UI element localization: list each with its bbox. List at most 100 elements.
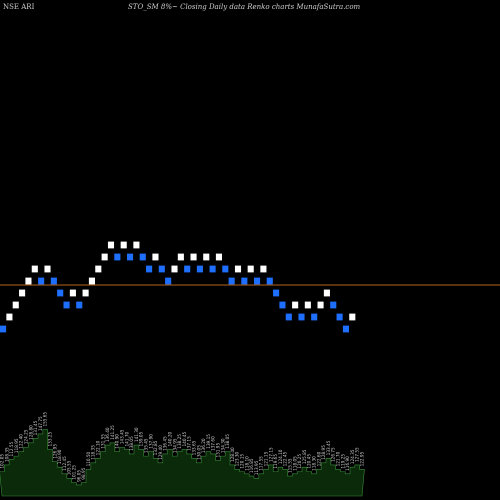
renko-brick-up (152, 253, 159, 261)
volume-label: 120.25 (297, 454, 302, 469)
volume-label: 124.35 (350, 449, 355, 464)
volume-label: 135.45 (144, 438, 149, 453)
volume-label: 140.20 (168, 431, 173, 446)
volume-label: 118.90 (57, 449, 62, 464)
renko-brick-down (311, 313, 318, 321)
volume-label: 128.40 (230, 447, 235, 462)
volume-label: 131.95 (216, 443, 221, 458)
volume-label: 115.55 (288, 458, 293, 473)
renko-brick-down (222, 265, 229, 273)
volume-label: 127.15 (268, 447, 273, 462)
renko-brick-down (298, 313, 305, 321)
renko-brick-up (349, 313, 356, 321)
volume-area-path (0, 429, 365, 497)
volume-label: 124.10 (278, 449, 283, 464)
volume-label: 141.70 (124, 431, 129, 446)
volume-label: 122.45 (283, 451, 288, 466)
volume-label: 139.15 (206, 434, 211, 449)
renko-brick-down (76, 301, 83, 309)
volume-label: 118.30 (312, 456, 317, 471)
volume-labels: 102.05 108.35 112.55 118.95 122.40 124.25 128.… (0, 412, 365, 482)
renko-brick-down (241, 277, 248, 285)
volume-label: 119.65 (273, 454, 278, 469)
volume-label: 155.65 (43, 412, 48, 427)
volume-label: 130.05 (196, 445, 201, 460)
volume-label: 112.55 (9, 441, 14, 456)
renko-brick-down (266, 277, 273, 285)
renko-brick-down (279, 301, 286, 309)
volume-label: 122.10 (96, 440, 101, 455)
renko-brick-up (215, 253, 222, 261)
renko-brick-down (114, 253, 121, 261)
volume-label: 122.60 (316, 451, 321, 466)
volume-label: 137.60 (211, 436, 216, 451)
renko-brick-down (342, 325, 349, 333)
volume-label: 121.15 (264, 451, 269, 466)
renko-brick-up (304, 301, 311, 309)
renko-brick-down (158, 265, 165, 273)
renko-brick-down (139, 253, 146, 261)
volume-label: 124.25 (24, 429, 29, 444)
renko-brick-down (146, 265, 153, 273)
volume-label: 126.95 (52, 444, 57, 459)
volume-label: 133.65 (192, 440, 197, 455)
renko-brick-down (285, 313, 292, 321)
renko-brick-up (6, 313, 13, 321)
renko-brick-up (44, 265, 51, 273)
volume-label: 128.95 (321, 445, 326, 460)
volume-label: 131.55 (100, 434, 105, 449)
volume-label: 120.45 (307, 454, 312, 469)
volume-label: 133.45 (326, 440, 331, 455)
renko-brick-up (25, 277, 32, 285)
volume-label: 147.75 (38, 416, 43, 431)
renko-bricks (0, 241, 356, 333)
volume-label: 108.35 (4, 447, 9, 462)
volume-area (0, 429, 365, 497)
renko-brick-up (95, 265, 102, 273)
volume-label: 101.25 (72, 465, 77, 480)
renko-brick-up (190, 253, 197, 261)
renko-brick-up (203, 253, 210, 261)
volume-label: 136.20 (201, 438, 206, 453)
renko-brick-down (228, 277, 235, 285)
renko-brick-up (120, 241, 127, 249)
renko-brick-up (82, 289, 89, 297)
volume-label: 129.40 (158, 445, 163, 460)
volume-label: 96.05 (76, 470, 81, 482)
renko-brick-up (107, 241, 115, 249)
volume-label: 122.40 (19, 434, 24, 449)
volume-label: 121.70 (336, 451, 341, 466)
chart-header-symbol: NSE ARI (3, 3, 35, 11)
renko-brick-up (292, 301, 299, 309)
renko-brick-up (171, 265, 178, 273)
volume-label: 138.05 (225, 434, 230, 449)
volume-label: 134.95 (172, 438, 177, 453)
renko-brick-down (165, 277, 172, 285)
volume-label: 110.50 (86, 451, 91, 466)
volume-label: 141.30 (134, 427, 139, 442)
volume-label: 118.10 (244, 456, 249, 471)
volume-label: 137.90 (148, 434, 153, 449)
volume-label: 141.25 (110, 425, 115, 440)
renko-brick-down (127, 253, 134, 261)
volume-label: 116.85 (249, 458, 254, 473)
volume-label: 137.15 (187, 436, 192, 451)
renko-brick-down (196, 265, 203, 273)
volume-label: 120.15 (240, 454, 245, 469)
volume-label: 136.45 (163, 436, 168, 451)
renko-brick-down (273, 289, 280, 297)
volume-label: 126.75 (331, 447, 336, 462)
volume-label: 123.30 (235, 451, 240, 466)
renko-brick-up (19, 289, 26, 297)
renko-brick-down (0, 325, 7, 333)
renko-brick-down (254, 277, 261, 285)
volume-label: 98.95 (81, 467, 86, 479)
renko-brick-up (323, 289, 330, 297)
volume-label: 118.95 (14, 438, 19, 453)
volume-label: 119.25 (340, 454, 345, 469)
volume-label: 112.45 (62, 456, 67, 471)
volume-label: 140.90 (115, 434, 120, 449)
renko-brick-up (12, 301, 19, 309)
volume-label: 140.45 (182, 431, 187, 446)
